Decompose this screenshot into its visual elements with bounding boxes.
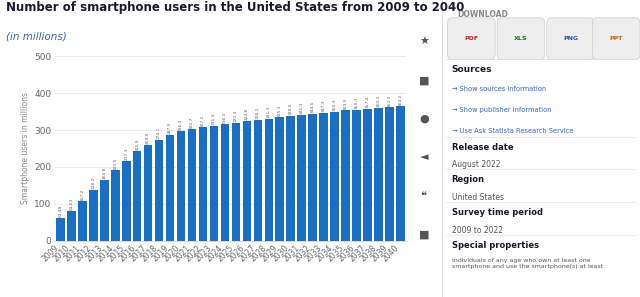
Text: Number of smartphone users in the United States from 2009 to 2040: Number of smartphone users in the United… xyxy=(6,1,465,15)
Text: 350.3: 350.3 xyxy=(333,99,337,111)
Text: 320.4: 320.4 xyxy=(234,110,238,122)
Text: ●: ● xyxy=(419,114,429,124)
Bar xyxy=(341,110,350,241)
Text: PNG: PNG xyxy=(563,36,578,41)
Text: (in millions): (in millions) xyxy=(6,31,67,41)
Bar xyxy=(374,108,383,241)
Bar xyxy=(396,106,404,241)
Text: 2009 to 2022: 2009 to 2022 xyxy=(452,226,502,235)
Text: 311.3: 311.3 xyxy=(212,113,216,125)
Text: DOWNLOAD: DOWNLOAD xyxy=(458,10,508,19)
Bar xyxy=(352,110,361,241)
Text: 61.49: 61.49 xyxy=(58,205,63,217)
Bar xyxy=(100,179,109,241)
FancyBboxPatch shape xyxy=(547,18,595,59)
Bar xyxy=(78,201,86,241)
Text: ◄: ◄ xyxy=(420,152,428,162)
Text: 355.7: 355.7 xyxy=(355,97,358,109)
Bar xyxy=(308,114,317,241)
Text: ★: ★ xyxy=(419,37,429,47)
Text: Region: Region xyxy=(452,175,484,184)
Bar xyxy=(166,135,174,241)
FancyBboxPatch shape xyxy=(497,18,545,59)
Bar xyxy=(89,190,98,241)
Bar xyxy=(210,126,218,241)
Text: 331.3: 331.3 xyxy=(267,106,271,118)
FancyBboxPatch shape xyxy=(593,18,640,59)
Text: → Use Ask Statista Research Service: → Use Ask Statista Research Service xyxy=(452,128,573,134)
Text: ❝: ❝ xyxy=(421,191,427,201)
Text: 360.3: 360.3 xyxy=(376,95,380,107)
Text: 344.5: 344.5 xyxy=(310,101,315,113)
Text: Sources: Sources xyxy=(452,65,492,74)
Bar xyxy=(177,132,186,241)
Bar xyxy=(56,218,65,241)
Bar xyxy=(330,112,339,241)
Text: 274.1: 274.1 xyxy=(157,127,161,139)
Bar xyxy=(363,109,372,241)
Bar xyxy=(133,151,141,241)
Text: 107.2: 107.2 xyxy=(81,188,84,200)
Text: 338.5: 338.5 xyxy=(289,103,292,115)
Bar xyxy=(243,121,251,241)
Text: 362.3: 362.3 xyxy=(387,94,392,107)
Bar xyxy=(155,140,163,241)
Text: 302.7: 302.7 xyxy=(190,116,194,129)
Text: 335.3: 335.3 xyxy=(278,104,282,116)
Text: United States: United States xyxy=(452,193,504,202)
Bar xyxy=(319,113,328,241)
Text: 217.3: 217.3 xyxy=(124,148,128,160)
Bar xyxy=(67,211,76,241)
Text: 165.8: 165.8 xyxy=(102,166,106,179)
Y-axis label: Smartphone users in millions: Smartphone users in millions xyxy=(21,92,30,205)
Text: XLS: XLS xyxy=(514,36,528,41)
Text: 341.3: 341.3 xyxy=(300,102,303,114)
Text: 296.3: 296.3 xyxy=(179,119,183,131)
Bar xyxy=(221,124,229,241)
Text: 364.2: 364.2 xyxy=(398,94,403,106)
Text: 81.63: 81.63 xyxy=(69,198,74,210)
Text: PDF: PDF xyxy=(464,36,479,41)
Text: ■: ■ xyxy=(419,75,429,85)
Bar xyxy=(298,115,306,241)
Text: PPT: PPT xyxy=(609,36,623,41)
Text: Release date: Release date xyxy=(452,143,513,151)
Text: Special properties: Special properties xyxy=(452,241,538,249)
Bar xyxy=(253,120,262,241)
Bar xyxy=(111,170,120,241)
Text: 307.1: 307.1 xyxy=(201,115,205,127)
Bar xyxy=(287,116,295,241)
Text: 353.5: 353.5 xyxy=(344,97,348,110)
Text: ■: ■ xyxy=(419,230,429,240)
Bar xyxy=(385,107,394,241)
Text: individuals of any age who own at least one
smartphone and use the smartphone(s): individuals of any age who own at least … xyxy=(452,258,603,269)
Bar xyxy=(264,119,273,241)
Bar xyxy=(144,145,152,241)
Text: 324.8: 324.8 xyxy=(245,108,249,120)
Bar xyxy=(188,129,196,241)
Text: 287.5: 287.5 xyxy=(168,122,172,134)
Bar xyxy=(198,127,207,241)
Bar xyxy=(232,123,240,241)
Text: 328.1: 328.1 xyxy=(256,107,260,119)
Bar xyxy=(122,161,131,241)
Bar xyxy=(275,117,284,241)
Text: 357.4: 357.4 xyxy=(365,96,369,108)
Text: 138.2: 138.2 xyxy=(92,177,95,189)
Text: 190.5: 190.5 xyxy=(113,157,117,170)
Text: 347.3: 347.3 xyxy=(322,100,326,112)
Text: 316.3: 316.3 xyxy=(223,111,227,124)
FancyBboxPatch shape xyxy=(447,18,495,59)
Text: August 2022: August 2022 xyxy=(452,160,500,169)
Text: → Show sources information: → Show sources information xyxy=(452,86,546,92)
Text: Survey time period: Survey time period xyxy=(452,208,543,217)
Text: 259.5: 259.5 xyxy=(146,132,150,144)
Text: → Show publisher information: → Show publisher information xyxy=(452,107,551,113)
Text: 241.9: 241.9 xyxy=(135,139,139,151)
